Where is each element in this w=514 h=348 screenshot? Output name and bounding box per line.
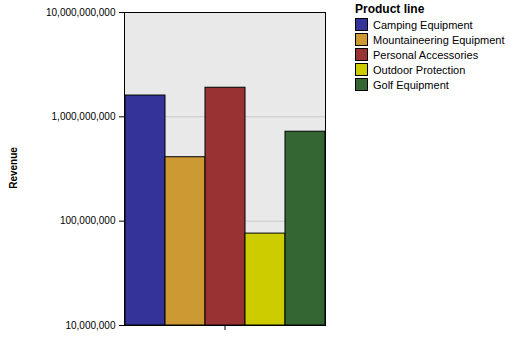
html-text:Golf Equipment: Golf Equipment [373, 78, 449, 91]
html-text:Personal Accessories: Personal Accessories [373, 48, 479, 61]
svg-text:10,000,000: 10,000,000 [65, 320, 115, 331]
svg-text:10,000,000,000: 10,000,000,000 [46, 7, 116, 18]
svg-text:100,000,000: 100,000,000 [60, 215, 116, 226]
svg-text:1,000,000,000: 1,000,000,000 [52, 111, 116, 122]
html-text:Revenue: Revenue [7, 147, 19, 189]
html-text:Product line: Product line [355, 2, 425, 16]
html-text:Outdoor Protection: Outdoor Protection [373, 63, 466, 76]
html-text:Camping Equipment: Camping Equipment [373, 18, 473, 31]
html-text:Mountaineering Equipment: Mountaineering Equipment [373, 33, 505, 46]
